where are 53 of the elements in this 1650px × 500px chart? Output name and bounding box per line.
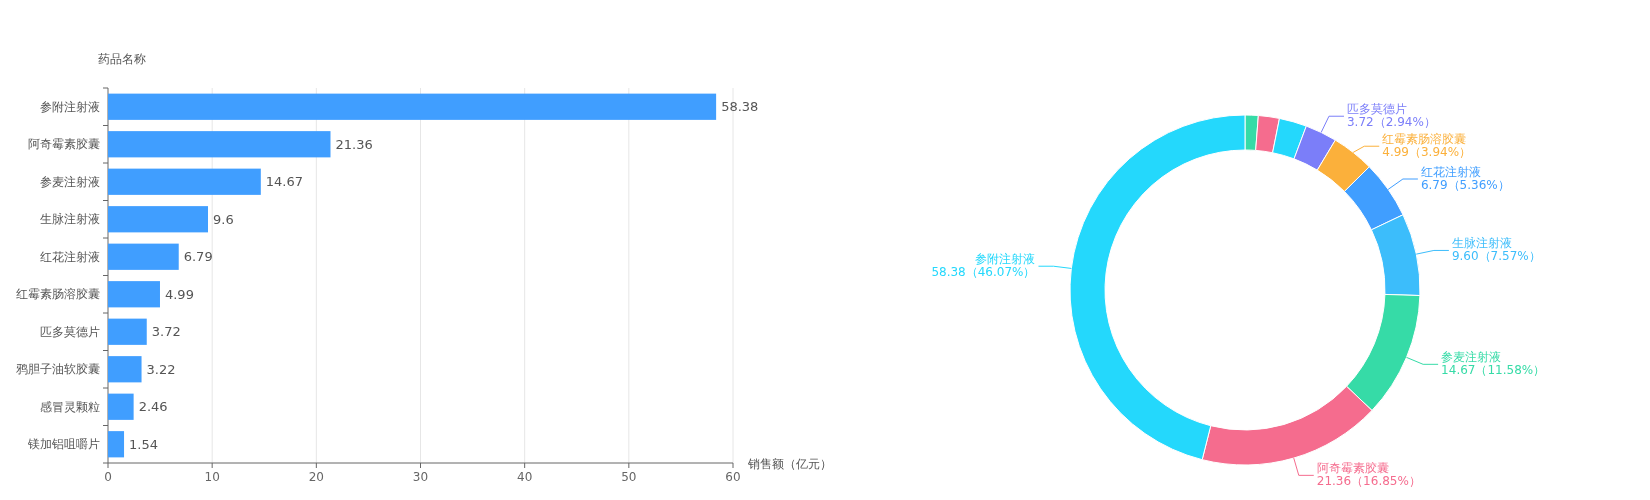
slice-label: 阿奇霉素胶囊 (1316, 461, 1389, 476)
x-tick-label: 30 (412, 470, 429, 484)
x-tick-label: 0 (104, 470, 112, 484)
y-tick-label: 阿奇霉素胶囊 (28, 137, 100, 152)
bar (108, 93, 717, 120)
data-label: 21.36 (335, 136, 373, 152)
data-label: 2.46 (138, 399, 168, 415)
data-label: 9.60（7.57%） (1451, 249, 1541, 264)
data-label: 1.54 (129, 436, 158, 452)
y-tick-label: 生脉注射液 (40, 212, 100, 227)
y-tick-label: 感冒灵颗粒 (40, 399, 100, 414)
y-tick-label: 镁加铝咀嚼片 (27, 437, 100, 452)
slice-label: 生脉注射液 (1451, 236, 1512, 251)
bar (108, 281, 160, 308)
slice-label: 红花注射液 (1420, 164, 1481, 179)
slice-label: 参麦注射液 (1441, 350, 1502, 365)
data-label: 3.72（2.94%） (1346, 115, 1436, 130)
x-tick-label: 40 (517, 470, 533, 484)
bar (108, 168, 261, 195)
bar (108, 206, 208, 233)
bar (108, 318, 147, 345)
data-label: 4.99（3.94%） (1382, 145, 1472, 160)
data-label: 4.99 (164, 286, 194, 302)
x-tick-label: 20 (308, 470, 324, 484)
slice-label: 红霉素肠溶胶囊 (1382, 132, 1467, 147)
data-label: 58.38 (721, 99, 759, 115)
y-axis-title: 药品名称 (98, 52, 146, 66)
data-label: 58.38（46.07%） (931, 265, 1036, 280)
bar (108, 393, 134, 420)
y-tick-label: 匹多莫德片 (40, 324, 100, 339)
data-label: 21.36（16.85%） (1316, 474, 1421, 489)
data-label: 3.22 (146, 361, 176, 377)
data-label: 9.6 (213, 211, 234, 227)
data-label: 3.72 (151, 324, 181, 340)
bar (108, 243, 179, 270)
x-tick-label: 10 (204, 470, 220, 484)
bar (108, 356, 142, 383)
y-tick-label: 鸦胆子油软胶囊 (16, 362, 100, 377)
slice-label: 参附注射液 (975, 252, 1036, 267)
y-tick-label: 红霉素肠溶胶囊 (16, 287, 100, 302)
x-tick-label: 50 (621, 470, 637, 484)
bar (108, 431, 125, 458)
y-tick-label: 参麦注射液 (40, 174, 100, 189)
x-axis-title: 销售额（亿元） (747, 457, 832, 471)
data-label: 6.79（5.36%） (1420, 178, 1510, 193)
y-tick-label: 红花注射液 (40, 249, 100, 264)
slice-label: 匹多莫德片 (1346, 102, 1407, 117)
data-label: 14.67（11.58%） (1441, 363, 1546, 378)
bar (108, 131, 331, 158)
y-tick-label: 参附注射液 (40, 99, 100, 114)
data-label: 14.67 (265, 174, 304, 190)
x-tick-label: 60 (725, 470, 741, 484)
data-label: 6.79 (183, 249, 213, 265)
